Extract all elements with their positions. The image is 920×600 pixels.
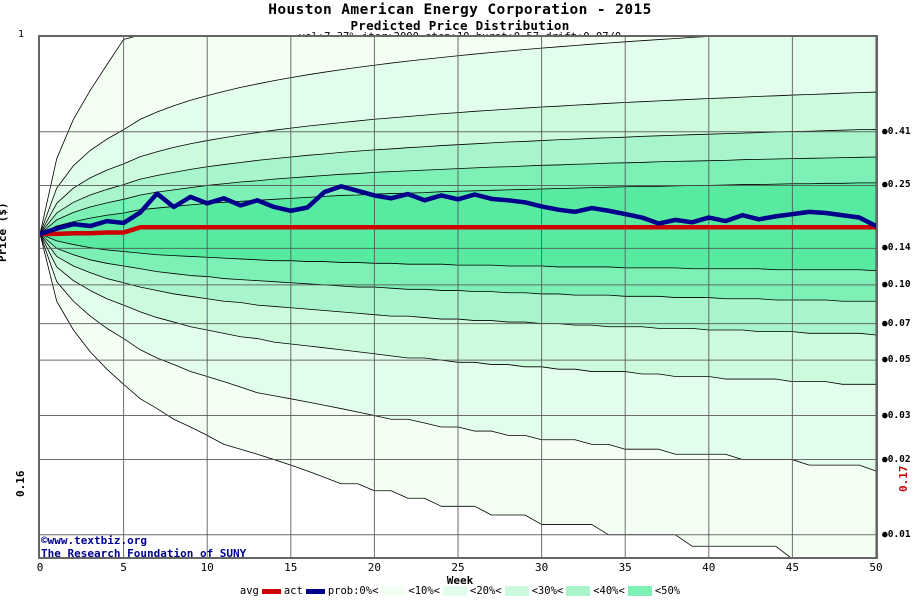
average-price-line [38, 225, 878, 237]
y-axis-right-tick: ●0.10 [882, 278, 911, 290]
legend-band-label: <40%< [593, 585, 625, 597]
x-axis-tick: 50 [869, 561, 883, 574]
plot-frame [38, 35, 878, 559]
x-axis-label: Week [446, 574, 474, 587]
plot-area [38, 35, 878, 559]
legend-band-swatch [504, 586, 529, 596]
y-axis-right-tick: ●0.25 [882, 179, 911, 191]
y-axis-start-price-label: 0.16 [14, 470, 27, 497]
y-axis-right-tick: ●0.41 [882, 125, 911, 137]
chart-subtitle: Predicted Price Distribution [350, 18, 570, 33]
y-axis-right-tick: ●0.07 [882, 317, 911, 329]
legend-band-swatch [443, 586, 467, 596]
y-axis-right-tick: ●0.05 [882, 354, 911, 366]
legend-band-label: <50% [654, 585, 681, 597]
y-axis-right-tick: ●0.14 [882, 242, 911, 254]
legend-band-swatch [566, 586, 591, 596]
legend-band-label: <10%< [408, 585, 440, 597]
y-axis-right-tick: ●0.03 [882, 409, 911, 421]
legend-band-swatch [627, 586, 652, 596]
y-axis-top-tick: 1 [17, 29, 24, 40]
x-axis-tick: 25 [451, 561, 465, 574]
x-axis-tick: 40 [702, 561, 716, 574]
x-axis-tick: 45 [785, 561, 800, 574]
distribution-chart [38, 35, 878, 559]
page-title: Houston American Energy Corporation - 20… [268, 2, 652, 18]
y-axis-right-tick: ●0.02 [882, 453, 911, 465]
legend-band-label: <30%< [531, 585, 564, 597]
x-axis-tick: 15 [284, 561, 298, 574]
legend-band-swatch [381, 586, 406, 596]
y-axis-label: Price ($) [0, 202, 9, 262]
legend-band-items: <10%< <20%< <30%< <40%< <50% [379, 585, 681, 597]
legend-avg-label: avg [239, 585, 259, 597]
legend-avg-swatch [261, 588, 281, 594]
watermark-line-2: The Research Foundation of SUNY [41, 547, 247, 560]
legend-band-label: <20%< [470, 585, 502, 597]
y-axis-right-tick: ●0.01 [882, 528, 911, 540]
watermark: ©www.textbiz.org The Research Foundation… [41, 534, 246, 560]
watermark-line-1: ©www.textbiz.org [41, 534, 147, 547]
actual-price-line [38, 184, 878, 237]
legend-act-swatch [305, 588, 325, 594]
x-axis-tick: 10 [200, 561, 214, 574]
x-axis-tick: 35 [618, 561, 632, 574]
x-axis-tick: 5 [120, 561, 127, 574]
x-axis-tick: 0 [36, 561, 44, 574]
x-axis-tick: 20 [367, 561, 382, 574]
x-axis-tick: 30 [534, 561, 549, 574]
legend-act-label: act [283, 585, 303, 597]
legend-prob-label: prob:0%< [327, 585, 379, 597]
chart-legend: avg act prob:0%< <10%< <20%< <30%< <40%< <50… [0, 585, 920, 597]
y-axis-current-price-label: 0.17 [897, 465, 910, 493]
